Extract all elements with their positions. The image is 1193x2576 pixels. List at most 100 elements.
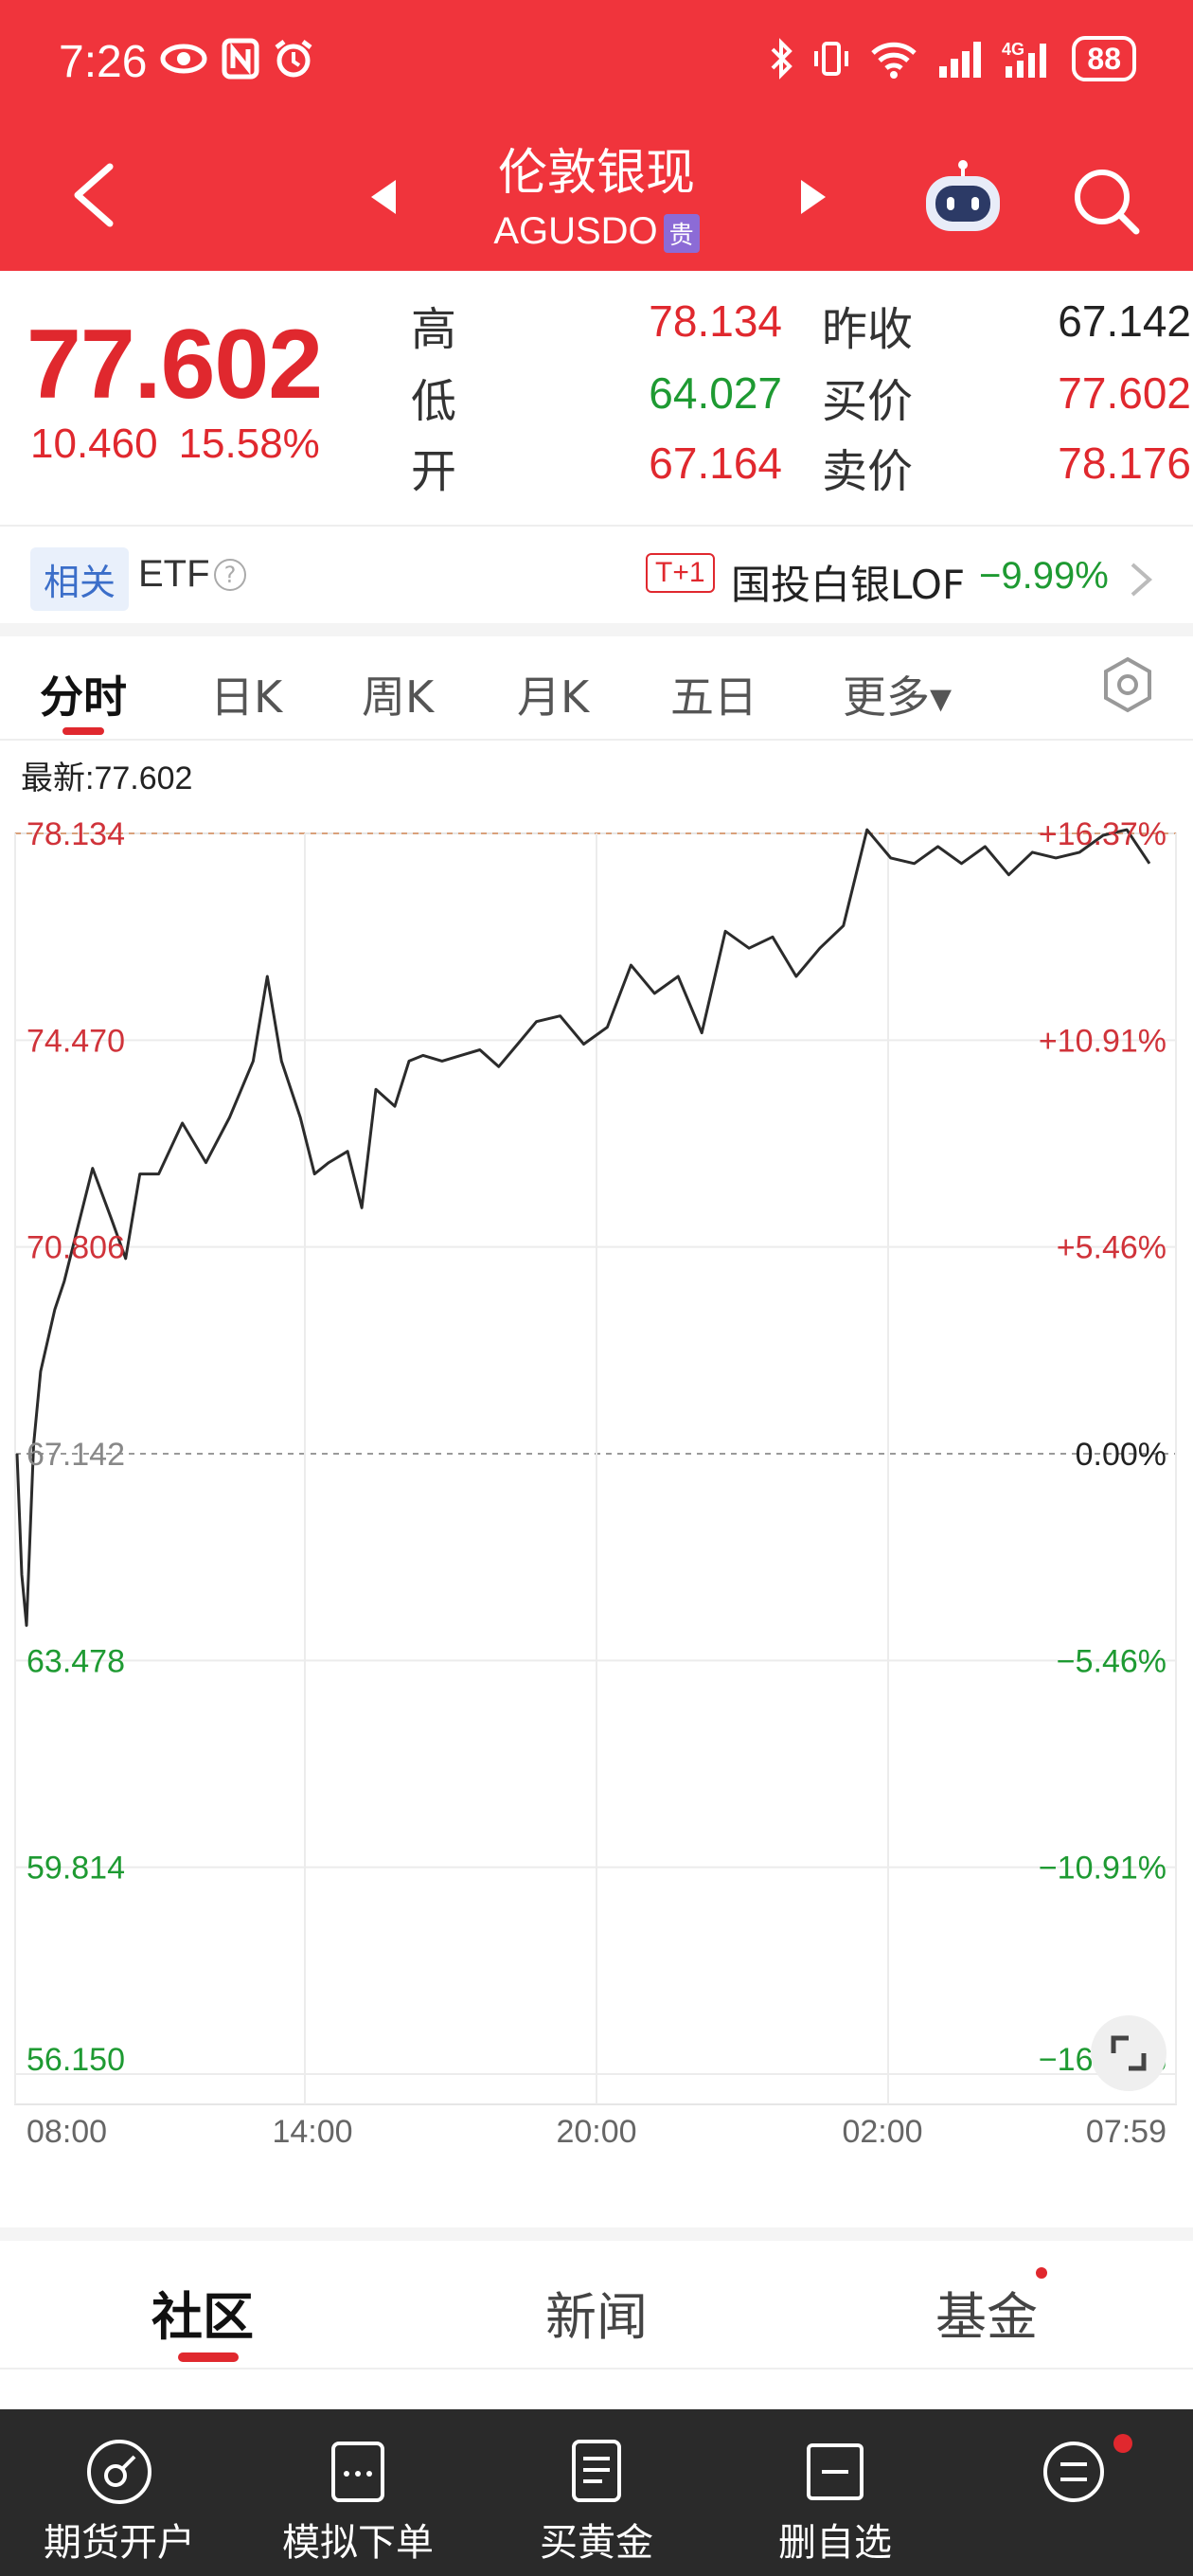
active-tab-indicator [62,727,104,735]
next-symbol-icon[interactable] [797,178,829,216]
related-tag: 相关 [30,547,130,611]
remove-icon [807,2443,864,2500]
fullscreen-icon [1111,2035,1147,2071]
low-value: 64.027 [649,368,782,418]
simulated-order-icon [331,2442,384,2502]
open-futures-account-button[interactable]: 期货开户 [0,2409,239,2576]
menu-icon [1043,2442,1104,2502]
high-value: 78.134 [649,296,782,346]
symbol-code-line: AGUSDO 贵 [0,210,1193,253]
nfc-icon [222,38,259,83]
last-price: 77.602 [27,310,323,420]
x-tick-label: 20:00 [556,2114,636,2150]
price-line [15,828,1151,1627]
bottom-label: 期货开户 [44,2521,195,2565]
simulated-order-button[interactable]: 模拟下单 [239,2409,477,2576]
ask-label: 卖价 [822,445,914,498]
bluetooth-icon [771,38,793,80]
intraday-chart[interactable]: 78.134 +16.37% 74.470 +10.91% 70.806 +5.46% 67… [0,786,1193,2169]
change-percent: 15.58% [178,420,320,467]
tab-daily-k[interactable]: 日K [210,671,283,723]
high-label: 高 [411,303,457,356]
etf-label: ETF [138,553,210,595]
buy-gold-button[interactable]: 买黄金 [477,2409,716,2576]
tab-five-day[interactable]: 五日 [670,671,757,723]
section-divider [0,623,1193,636]
y-tick-label-left: 78.134 [27,816,125,852]
compass-icon [87,2440,151,2504]
vibrate-icon [814,42,849,76]
precious-metal-tag: 贵 [663,213,700,253]
signal-icon [939,42,982,78]
fund-change: −9.99% [979,555,1109,597]
fullscreen-button[interactable] [1091,2015,1166,2091]
prev-close-label: 昨收 [822,303,914,356]
tab-community[interactable]: 社区 [151,2287,254,2347]
bottom-label: 模拟下单 [282,2521,434,2565]
low-label: 低 [411,375,457,428]
y-tick-label-left: 70.806 [27,1230,125,1266]
back-icon[interactable] [66,159,123,231]
content-tabs: 社区 新闻 基金 [0,2241,1193,2370]
tab-monthly-k[interactable]: 月K [517,671,590,723]
more-menu-button[interactable] [954,2409,1193,2576]
settings-hexagon-icon[interactable] [1098,655,1157,714]
tab-funds[interactable]: 基金 [935,2287,1038,2347]
svg-text:4G: 4G [1002,40,1024,59]
alarm-icon [273,38,314,83]
y-tick-label-left: 56.150 [27,2042,125,2078]
tab-news[interactable]: 新闻 [545,2287,648,2347]
robot-assistant-icon[interactable] [920,159,1006,235]
fund-name[interactable]: 国投白银LOF [731,562,966,608]
notification-dot [1113,2434,1132,2453]
bottom-label: 删自选 [778,2521,892,2565]
quote-panel: 77.602 10.460 15.58% 高 低 开 78.134 64.027 … [0,271,1193,525]
tab-more[interactable]: 更多▾ [843,671,953,723]
y-tick-label-left: 63.478 [27,1643,125,1679]
chevron-right-icon[interactable] [1127,561,1155,599]
y-tick-label-right: +10.91% [1039,1023,1166,1059]
document-icon [572,2440,621,2502]
open-value: 67.164 [649,438,782,488]
wifi-icon [871,42,917,79]
active-tab-indicator [178,2352,239,2362]
change-value: 10.460 [30,420,158,467]
bottom-label: 买黄金 [540,2521,653,2565]
search-icon[interactable] [1068,163,1144,239]
signal-4g-icon: 4G [1002,40,1047,78]
app-header: 7:26 4G 88 伦敦银现 AGUSDO 贵 [0,0,1193,271]
help-icon[interactable]: ? [214,559,246,591]
y-tick-label-right: −10.91% [1039,1851,1166,1887]
ask-value: 78.176 [1058,438,1191,488]
y-tick-label-left: 59.814 [27,1851,125,1887]
bid-label: 买价 [822,375,914,428]
bottom-action-bar: 期货开户 模拟下单 买黄金 删自选 [0,2409,1193,2576]
symbol-name: 伦敦银现 [497,145,695,202]
t1-badge: T+1 [646,553,715,593]
prev-symbol-icon[interactable] [367,178,400,216]
y-tick-label-right: +5.46% [1057,1230,1166,1266]
status-left-icons [159,38,314,83]
y-tick-label-right: 0.00% [1076,1437,1166,1473]
symbol-code: AGUSDO [493,210,658,252]
status-right-icons: 4G 88 [769,36,1136,81]
bid-value: 77.602 [1058,368,1191,418]
x-tick-label: 02:00 [842,2114,922,2150]
tab-weekly-k[interactable]: 周K [362,671,435,723]
chart-period-tabs: 分时 日K 周K 月K 五日 更多▾ [0,636,1193,741]
eye-icon [159,38,208,83]
x-tick-label: 08:00 [27,2114,107,2150]
battery-level: 88 [1072,36,1136,81]
notification-dot [1036,2267,1047,2279]
tab-intraday[interactable]: 分时 [40,671,127,723]
remove-watchlist-button[interactable]: 删自选 [716,2409,954,2576]
y-tick-label-left: 74.470 [27,1023,125,1059]
status-time: 7:26 [59,37,148,87]
related-etf-row[interactable]: 相关 ETF ? T+1 国投白银LOF −9.99% [0,525,1193,623]
latest-price-label: 最新:77.602 [21,760,193,796]
prev-close-value: 67.142 [1058,296,1191,346]
x-tick-label: 14:00 [272,2114,352,2150]
status-bar: 7:26 4G 88 [0,0,1193,133]
open-label: 开 [411,445,457,498]
y-tick-label-right: +16.37% [1039,816,1166,852]
